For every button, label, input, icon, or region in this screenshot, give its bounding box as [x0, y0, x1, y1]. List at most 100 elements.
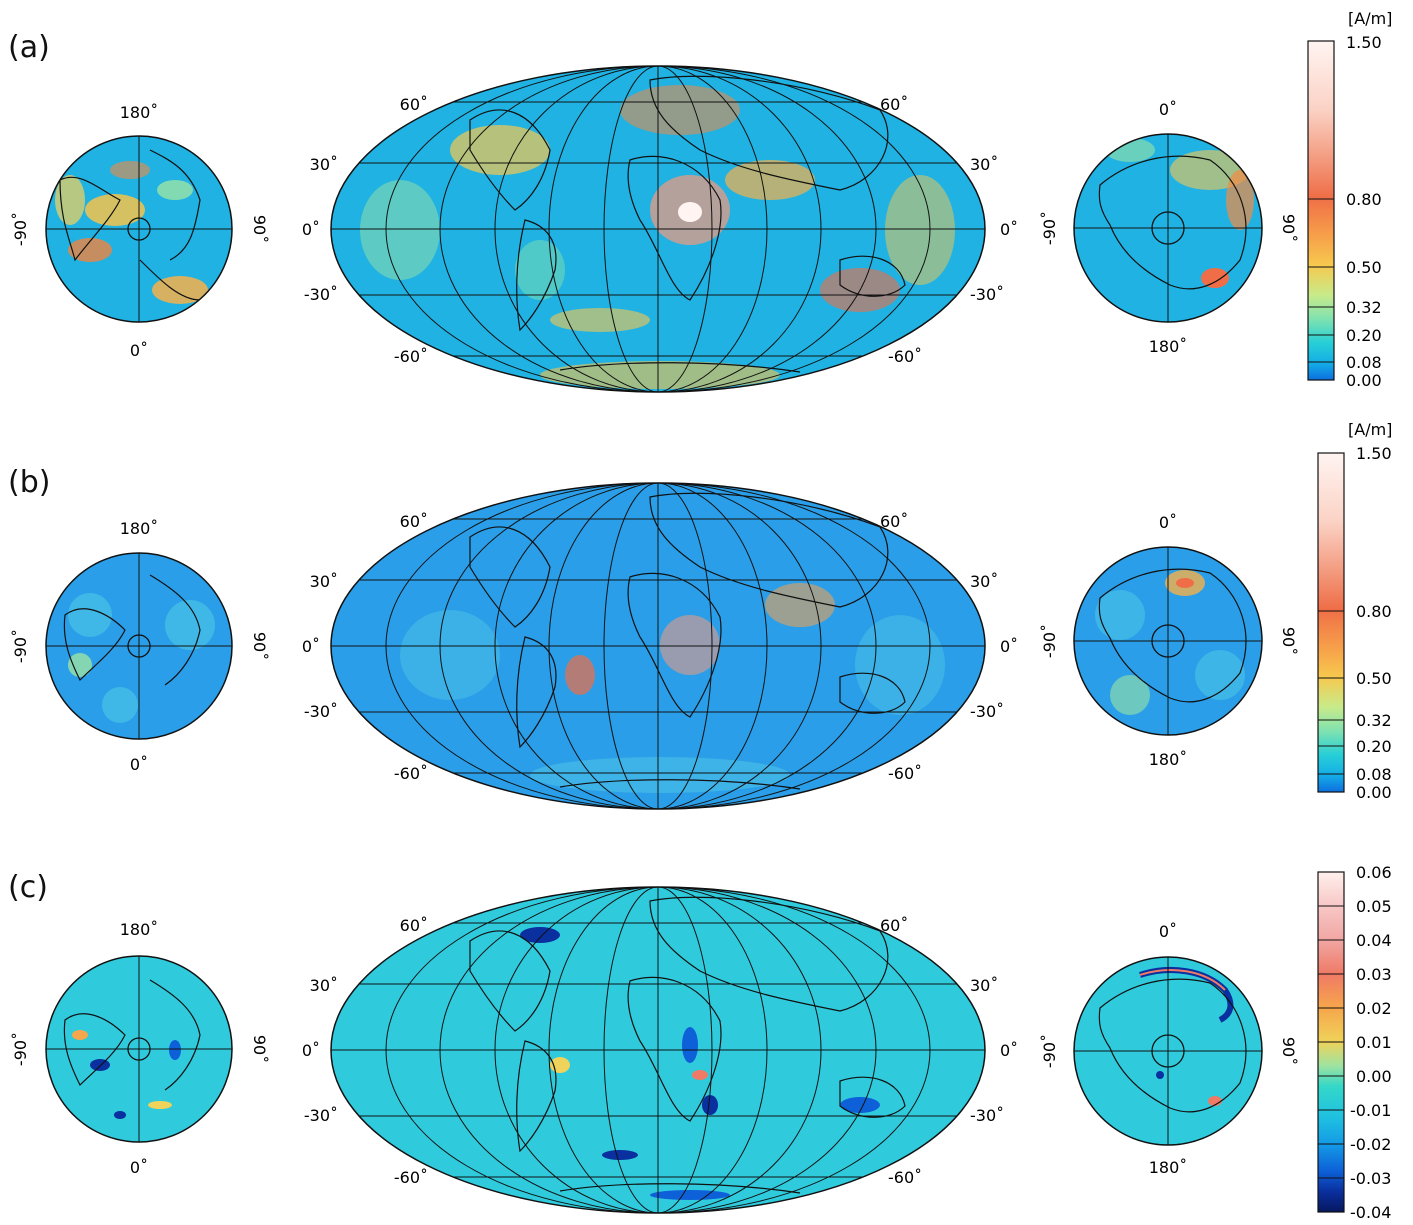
mollweide-map	[330, 65, 986, 393]
lat-label-right: -60˚	[888, 764, 922, 783]
colorbar-tick: 0.50	[1356, 669, 1392, 688]
north-polar-map	[45, 955, 233, 1143]
lat-label-left: -30˚	[304, 1106, 338, 1125]
lat-label-right: 60˚	[880, 95, 908, 114]
colorbar-tick: -0.04	[1350, 1203, 1391, 1219]
lat-label-right: -30˚	[970, 1106, 1004, 1125]
north-polar-right-label: 90˚	[250, 632, 269, 660]
north-polar-bottom-label: 0˚	[130, 1158, 148, 1177]
colorbar-tick: 0.50	[1346, 258, 1382, 277]
colorbar: 0.06 0.05 0.04 0.03 0.02 0.01 0.00 -0.01…	[1317, 863, 1392, 1222]
north-polar-map	[45, 135, 233, 323]
north-polar-left-label: -90˚	[11, 1032, 30, 1066]
colorbar-tick: 0.00	[1356, 783, 1392, 802]
lat-label-left: 30˚	[310, 572, 338, 591]
north-polar-top-label: 180˚	[120, 920, 159, 939]
south-polar-left-label: -90˚	[1040, 211, 1059, 245]
lat-label-right: -60˚	[888, 347, 922, 366]
lat-label-left: 60˚	[400, 95, 428, 114]
lat-label-right: -30˚	[970, 285, 1004, 304]
colorbar: [A/m] 1.50 0.80 0.50 0.32 0.20 0.08 0.00	[1317, 420, 1392, 802]
south-polar-bottom-label: 180˚	[1149, 1158, 1188, 1177]
lat-label-left: 0˚	[302, 220, 320, 239]
lat-label-left: -60˚	[394, 1168, 428, 1187]
north-polar-right-label: 90˚	[250, 215, 269, 243]
lat-label-left: 30˚	[310, 155, 338, 174]
north-polar-top-label: 180˚	[120, 519, 159, 538]
colorbar-tick: 0.05	[1356, 897, 1392, 916]
lat-label-left: 30˚	[310, 976, 338, 995]
south-polar-map	[1073, 133, 1263, 323]
panel-graphics: 180˚ 0˚ -90˚ 90˚	[11, 9, 1392, 393]
colorbar-unit: [A/m]	[1348, 420, 1392, 439]
panel-label: (c)	[8, 870, 48, 905]
south-polar-top-label: 0˚	[1159, 100, 1177, 119]
south-polar-left-label: -90˚	[1040, 1034, 1059, 1068]
colorbar-tick: 0.08	[1346, 353, 1382, 372]
colorbar-tick: -0.01	[1350, 1101, 1391, 1120]
north-polar-left-label: -90˚	[11, 212, 30, 246]
south-polar-top-label: 0˚	[1159, 513, 1177, 532]
colorbar-tick: 0.06	[1356, 863, 1392, 882]
panel-b: (b) 180˚ 0˚ -90˚ 90˚	[0, 415, 1413, 825]
panel-label: (a)	[8, 30, 50, 65]
south-polar-bottom-label: 180˚	[1149, 337, 1188, 356]
south-polar-right-label: 90˚	[1279, 627, 1298, 655]
south-polar-right-label: 90˚	[1279, 1037, 1298, 1065]
colorbar-tick: 0.02	[1356, 999, 1392, 1018]
north-polar-left-label: -90˚	[11, 629, 30, 663]
lat-label-right: -60˚	[888, 1168, 922, 1187]
panel-graphics: 180˚ 0˚ -90˚ 90˚	[11, 420, 1392, 810]
south-polar-map	[1073, 956, 1263, 1146]
colorbar-tick: 0.80	[1346, 190, 1382, 209]
lat-label-left: -60˚	[394, 347, 428, 366]
colorbar-tick: 0.00	[1356, 1067, 1392, 1086]
lat-label-right: 30˚	[970, 976, 998, 995]
south-polar-bottom-label: 180˚	[1149, 750, 1188, 769]
south-polar-top-label: 0˚	[1159, 922, 1177, 941]
colorbar: [A/m] 1.50 0.80 0.50 0.32 0.20 0.08 0.00	[1307, 9, 1392, 390]
lat-label-right: 60˚	[880, 512, 908, 531]
south-polar-left-label: -90˚	[1040, 624, 1059, 658]
south-polar-map	[1073, 546, 1263, 736]
lat-label-right: 0˚	[1000, 1041, 1018, 1060]
colorbar-tick: 1.50	[1346, 33, 1382, 52]
lat-label-right: 30˚	[970, 155, 998, 174]
lat-label-left: -60˚	[394, 764, 428, 783]
lat-label-right: 0˚	[1000, 637, 1018, 656]
colorbar-tick: 0.20	[1346, 326, 1382, 345]
panel-label: (b)	[8, 465, 51, 500]
lat-label-left: -30˚	[304, 702, 338, 721]
colorbar-tick: 0.00	[1346, 371, 1382, 390]
colorbar-tick: 0.03	[1356, 965, 1392, 984]
mollweide-map	[330, 482, 986, 810]
north-polar-map	[45, 552, 233, 740]
north-polar-top-label: 180˚	[120, 103, 159, 122]
colorbar-tick: 0.32	[1346, 298, 1382, 317]
panel-c: (c)	[0, 815, 1413, 1225]
north-polar-right-label: 90˚	[250, 1035, 269, 1063]
colorbar-unit: [A/m]	[1348, 9, 1392, 28]
lat-label-right: -30˚	[970, 702, 1004, 721]
lat-label-left: 60˚	[400, 512, 428, 531]
lat-label-right: 0˚	[1000, 220, 1018, 239]
panel-a: (a) 180˚ 0˚	[0, 0, 1413, 410]
north-polar-bottom-label: 0˚	[130, 755, 148, 774]
lat-label-right: 30˚	[970, 572, 998, 591]
lat-label-left: 0˚	[302, 1041, 320, 1060]
colorbar-tick: 0.80	[1356, 602, 1392, 621]
colorbar-tick: 0.08	[1356, 765, 1392, 784]
lat-label-right: 60˚	[880, 916, 908, 935]
colorbar-tick: 1.50	[1356, 444, 1392, 463]
colorbar-tick: 0.01	[1356, 1033, 1392, 1052]
lat-label-left: -30˚	[304, 285, 338, 304]
north-polar-bottom-label: 0˚	[130, 341, 148, 360]
colorbar-tick: 0.04	[1356, 931, 1392, 950]
panel-graphics: 180˚ 0˚ -90˚ 90˚	[11, 863, 1392, 1222]
colorbar-tick: 0.32	[1356, 711, 1392, 730]
lat-label-left: 0˚	[302, 637, 320, 656]
lat-label-left: 60˚	[400, 916, 428, 935]
colorbar-tick: 0.20	[1356, 737, 1392, 756]
mollweide-map	[330, 886, 986, 1214]
colorbar-tick: -0.02	[1350, 1135, 1391, 1154]
